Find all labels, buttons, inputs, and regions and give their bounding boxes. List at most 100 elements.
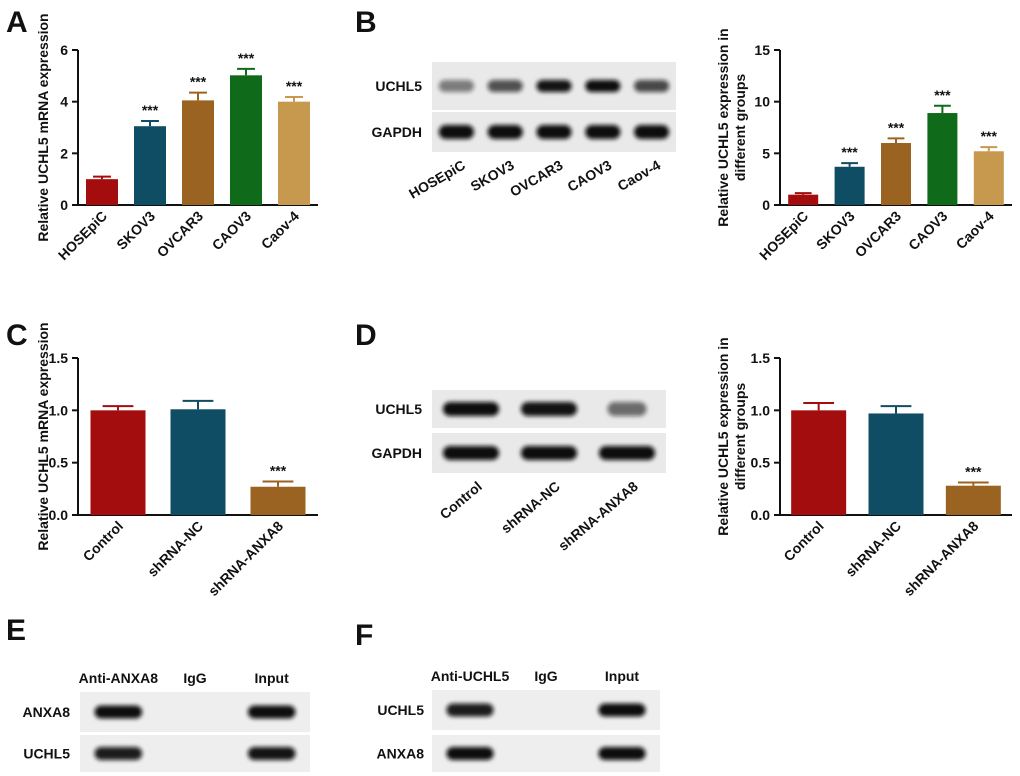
x-category-label: CAOV3 <box>905 208 951 254</box>
bar-hosepic <box>86 179 118 205</box>
blot-band-gapdh-shrna-anxa8 <box>598 446 656 460</box>
blot-band-uchl5-ovcar3 <box>536 80 572 92</box>
blot-band-uchl5-skov3 <box>487 80 523 92</box>
x-category-label: HOSEpiC <box>55 208 110 263</box>
bar-control <box>90 410 146 515</box>
blot-band-gapdh-hosepic <box>438 125 474 139</box>
x-category-label: OVCAR3 <box>852 208 905 261</box>
y-tick-label: 0 <box>60 197 68 213</box>
panel-letter-b: B <box>355 6 377 39</box>
blot-band-uchl5-caov3 <box>585 80 621 92</box>
y-tick-label: 15 <box>754 42 770 58</box>
panel-letter-e: E <box>6 614 26 647</box>
y-tick-label: 1.5 <box>751 350 771 366</box>
bar-skov3 <box>134 126 166 205</box>
blot-row-label: UCHL5 <box>375 401 422 417</box>
bar-shrna-nc <box>868 413 924 515</box>
blot-column-label: IgG <box>183 670 206 686</box>
co-ip-blot-f: Anti-UCHL5 IgG Input UCHL5 ANXA8 <box>377 668 660 772</box>
y-tick-label: 5 <box>762 145 770 161</box>
bar-hosepic <box>788 194 819 205</box>
blot-lane-label: HOSEpiC <box>406 157 468 202</box>
blot-row-label: UCHL5 <box>375 78 422 94</box>
blot-row-label: GAPDH <box>371 445 422 461</box>
blot-band-gapdh-caov3 <box>585 125 621 139</box>
x-category-label: Caov-4 <box>953 208 997 252</box>
significance-label: *** <box>841 144 858 160</box>
blot-band-uchl5-shrna-anxa8 <box>607 402 647 416</box>
x-category-label: Control <box>80 518 127 565</box>
significance-label: *** <box>270 463 287 479</box>
y-tick-label: 0 <box>762 197 770 213</box>
bar-ovcar3 <box>881 143 911 205</box>
bar-caov3 <box>927 113 958 205</box>
blot-column-label: Anti-UCHL5 <box>431 668 510 684</box>
bar-control <box>791 410 847 515</box>
blot-lane-label: Control <box>437 478 485 522</box>
y-tick-label: 0.5 <box>751 455 771 471</box>
blot-band-uchl5-anti-uchl5 <box>446 703 494 717</box>
blot-band-anxa8-anti-anxa8 <box>94 705 143 719</box>
y-axis-label: different groups <box>732 383 748 491</box>
significance-label: *** <box>190 74 207 90</box>
blot-row-label: GAPDH <box>371 124 422 140</box>
blot-band-uchl5-caov-4 <box>634 80 670 92</box>
bar-chart-d: 0.0 0.5 1.0 1.5 Relative UCHL5 expression in… <box>715 337 1012 599</box>
y-tick-label: 0.0 <box>751 507 771 523</box>
blot-band-uchl5-hosepic <box>438 80 474 92</box>
y-axis-label: Relative UCHL5 mRNA expression <box>35 322 51 550</box>
y-tick-label: 1.0 <box>751 402 771 418</box>
blot-band-uchl5-input <box>247 747 296 760</box>
y-tick-label: 1.5 <box>49 350 69 366</box>
y-tick-label: 4 <box>60 94 68 110</box>
y-axis-label: Relative UCHL5 expression in <box>715 28 731 226</box>
blot-lane-label: Caov-4 <box>615 157 664 194</box>
bar-caov-4 <box>278 101 310 205</box>
x-category-label: Control <box>780 518 827 565</box>
x-category-label: HOSEpiC <box>756 208 811 263</box>
bar-chart-a: 0 2 4 6 Relative UCHL5 mRNA expression HOSEpi… <box>35 13 318 263</box>
significance-label: *** <box>238 50 255 66</box>
panel-letter-d: D <box>355 319 377 352</box>
blot-band-gapdh-ovcar3 <box>536 125 572 139</box>
bar-ovcar3 <box>182 100 214 205</box>
y-tick-label: 0.0 <box>49 507 69 523</box>
y-axis-label: different groups <box>732 74 748 182</box>
blot-band-uchl5-control <box>442 402 500 416</box>
significance-label: *** <box>286 78 303 94</box>
x-category-label: shRNA-NC <box>842 518 904 580</box>
blot-band-anxa8-anti-uchl5 <box>446 747 494 760</box>
bar-shrna-anxa8 <box>945 485 1001 515</box>
blot-band-anxa8-input <box>247 705 296 719</box>
significance-label: *** <box>934 87 951 103</box>
blot-column-label: Input <box>605 668 640 684</box>
blot-row-label: ANXA8 <box>377 746 425 762</box>
blot-lane-label: shRNA-ANXA8 <box>555 478 641 554</box>
y-axis-label: Relative UCHL5 expression in <box>715 337 731 535</box>
blot-band-anxa8-input <box>598 747 646 760</box>
y-axis-label: Relative UCHL5 mRNA expression <box>35 13 51 241</box>
blot-band-gapdh-control <box>442 446 500 460</box>
x-category-label: SKOV3 <box>813 208 858 253</box>
panel-letter-f: F <box>355 619 373 652</box>
significance-label: *** <box>142 102 159 118</box>
bar-skov3 <box>834 166 865 205</box>
blot-lane-label: OVCAR3 <box>507 157 566 200</box>
x-category-label: OVCAR3 <box>154 208 207 261</box>
y-tick-label: 0.5 <box>49 455 69 471</box>
blot-row-label: UCHL5 <box>23 746 70 762</box>
blot-band-gapdh-skov3 <box>487 125 523 139</box>
x-category-label: shRNA-ANXA8 <box>900 518 981 599</box>
blot-row-label: ANXA8 <box>23 704 71 720</box>
blot-column-label: IgG <box>534 668 557 684</box>
y-tick-label: 2 <box>60 145 68 161</box>
bar-shrna-anxa8 <box>250 486 306 515</box>
x-category-label: shRNA-NC <box>144 518 206 580</box>
blot-column-label: Input <box>255 670 290 686</box>
panel-letter-c: C <box>6 319 28 352</box>
blot-band-gapdh-caov-4 <box>634 125 670 139</box>
blot-row-label: UCHL5 <box>377 702 424 718</box>
